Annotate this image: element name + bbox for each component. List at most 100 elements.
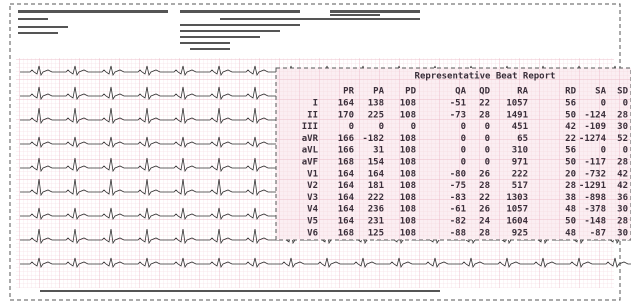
cell: 28 bbox=[617, 217, 628, 227]
cell: 0 bbox=[379, 122, 384, 132]
cell: 0 bbox=[411, 122, 416, 132]
cell: 0 bbox=[485, 122, 490, 132]
cell: 181 bbox=[368, 181, 384, 191]
cell: 28 bbox=[479, 181, 490, 191]
cell: 22 bbox=[479, 193, 490, 203]
row-label: V3 bbox=[307, 193, 318, 203]
cell: 971 bbox=[512, 158, 528, 168]
cell: 0 bbox=[623, 99, 628, 109]
report-title: Representative Beat Report bbox=[415, 71, 556, 82]
row-label: aVF bbox=[302, 158, 318, 168]
cell: 108 bbox=[400, 217, 416, 227]
column-header: RA bbox=[517, 87, 528, 97]
cell: 0 bbox=[601, 99, 606, 109]
cell: 30 bbox=[617, 228, 628, 238]
cell: 0 bbox=[461, 134, 466, 144]
column-header: SA bbox=[595, 87, 606, 97]
cell: 24 bbox=[479, 217, 490, 227]
row-label: V6 bbox=[307, 228, 318, 238]
row-label: V1 bbox=[307, 169, 318, 179]
cell: 50 bbox=[565, 158, 576, 168]
cell: 451 bbox=[512, 122, 528, 132]
cell: 22 bbox=[565, 134, 576, 144]
cell: 28 bbox=[617, 110, 628, 120]
cell: 22 bbox=[479, 99, 490, 109]
cell: 50 bbox=[565, 110, 576, 120]
cell: -148 bbox=[584, 217, 606, 227]
cell: 56 bbox=[565, 146, 576, 156]
cell: 65 bbox=[517, 134, 528, 144]
cell: 1604 bbox=[506, 217, 528, 227]
cell: -82 bbox=[450, 217, 466, 227]
cell: 108 bbox=[400, 158, 416, 168]
page: Representative Beat Report PRPAPDQAQDRAR… bbox=[0, 0, 631, 307]
cell: 28 bbox=[479, 110, 490, 120]
cell: 166 bbox=[338, 134, 354, 144]
cell: 31 bbox=[373, 146, 384, 156]
cell: -83 bbox=[450, 193, 466, 203]
cell: 108 bbox=[400, 110, 416, 120]
cell: 108 bbox=[400, 169, 416, 179]
row-label: V4 bbox=[307, 205, 318, 215]
cell: 30 bbox=[617, 122, 628, 132]
cell: 164 bbox=[338, 181, 355, 191]
cell: 36 bbox=[617, 193, 628, 203]
cell: 231 bbox=[368, 217, 384, 227]
cell: 0 bbox=[349, 122, 354, 132]
cell: 0 bbox=[461, 158, 466, 168]
cell: 138 bbox=[368, 99, 384, 109]
column-header: QA bbox=[455, 87, 466, 97]
cell: 30 bbox=[617, 205, 628, 215]
column-header: SD bbox=[617, 87, 628, 97]
cell: 0 bbox=[461, 122, 466, 132]
cell: 42 bbox=[565, 122, 576, 132]
cell: -75 bbox=[450, 181, 466, 191]
cell: -109 bbox=[584, 122, 606, 132]
row-label: V5 bbox=[307, 217, 318, 227]
cell: 38 bbox=[565, 193, 576, 203]
cell: -80 bbox=[450, 169, 466, 179]
cell: 48 bbox=[565, 228, 576, 238]
cell: 48 bbox=[565, 205, 576, 215]
cell: 222 bbox=[368, 193, 384, 203]
column-header: PD bbox=[405, 87, 416, 97]
cell: 0 bbox=[601, 146, 606, 156]
cell: 164 bbox=[338, 205, 355, 215]
row-label: aVL bbox=[302, 146, 319, 156]
cell: 20 bbox=[565, 169, 576, 179]
row-label: I bbox=[313, 99, 318, 109]
cell: 108 bbox=[400, 205, 416, 215]
cell: 1057 bbox=[506, 99, 528, 109]
cell: 28 bbox=[479, 228, 490, 238]
row-label: III bbox=[302, 122, 318, 132]
cell: 108 bbox=[400, 99, 416, 109]
cell: 52 bbox=[617, 134, 628, 144]
cell: -898 bbox=[584, 193, 606, 203]
cell: -732 bbox=[584, 169, 606, 179]
cell: 164 bbox=[338, 99, 355, 109]
cell: -378 bbox=[584, 205, 606, 215]
row-label: V2 bbox=[307, 181, 318, 191]
cell: 1057 bbox=[506, 205, 528, 215]
cell: 517 bbox=[512, 181, 528, 191]
cell: 108 bbox=[400, 146, 416, 156]
cell: -182 bbox=[362, 134, 384, 144]
cell: 168 bbox=[338, 228, 354, 238]
cell: -1274 bbox=[579, 134, 607, 144]
column-header: RD bbox=[565, 87, 576, 97]
cell: 0 bbox=[623, 146, 628, 156]
cell: 166 bbox=[338, 146, 354, 156]
row-label: II bbox=[307, 110, 318, 120]
cell: 125 bbox=[368, 228, 384, 238]
cell: 925 bbox=[512, 228, 528, 238]
cell: 108 bbox=[400, 134, 416, 144]
cell: -51 bbox=[450, 99, 466, 109]
cell: 164 bbox=[368, 169, 385, 179]
cell: 0 bbox=[461, 146, 466, 156]
cell: 42 bbox=[617, 181, 628, 191]
cell: 42 bbox=[617, 169, 628, 179]
cell: 0 bbox=[485, 158, 490, 168]
column-header: QD bbox=[479, 87, 490, 97]
column-header: PR bbox=[343, 87, 354, 97]
cell: -87 bbox=[590, 228, 606, 238]
